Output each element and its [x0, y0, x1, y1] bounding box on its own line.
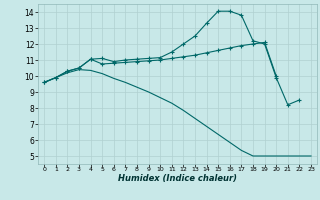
X-axis label: Humidex (Indice chaleur): Humidex (Indice chaleur) — [118, 174, 237, 183]
